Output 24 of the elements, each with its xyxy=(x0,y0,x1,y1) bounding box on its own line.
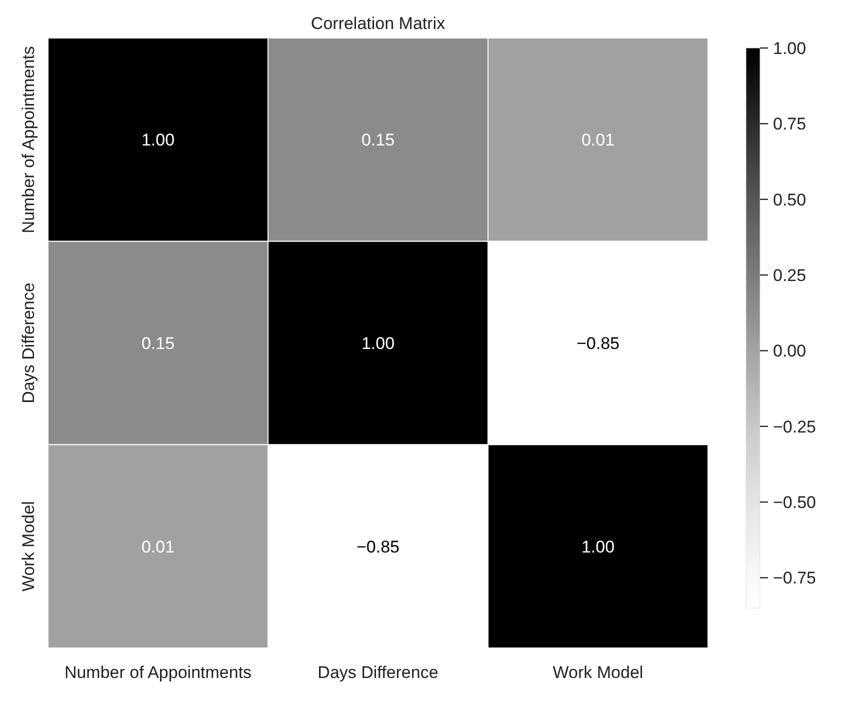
color-bar-label: 0.25 xyxy=(773,266,806,285)
x-tick-label: Days Difference xyxy=(318,663,438,682)
data-label: −0.85 xyxy=(576,334,620,353)
x-tick-label: Number of Appointments xyxy=(64,663,252,682)
color-bar-label: −0.75 xyxy=(773,568,816,588)
data-label: 0.15 xyxy=(361,130,395,150)
color-bar-label: 1.00 xyxy=(773,38,806,58)
color-bar-label: −0.25 xyxy=(773,417,816,436)
color-bar-label: 0.50 xyxy=(773,190,806,210)
data-label: 0.15 xyxy=(141,334,175,353)
y-tick-label: Work Model xyxy=(19,501,38,592)
color-bar-label: −0.50 xyxy=(773,493,816,512)
color-bar-label: 0.75 xyxy=(773,114,806,134)
x-tick-label: Work Model xyxy=(552,663,644,682)
data-label: 0.01 xyxy=(581,130,615,150)
y-tick-label: Number of Appointments xyxy=(19,46,38,234)
chart-title: Correlation Matrix xyxy=(310,14,446,33)
data-label: −0.85 xyxy=(356,537,400,556)
color-bar-label: 0.00 xyxy=(773,342,806,361)
data-label: 1.00 xyxy=(581,537,615,556)
data-label: 0.01 xyxy=(141,537,175,556)
data-label: 1.00 xyxy=(141,130,175,150)
y-tick-label: Days Difference xyxy=(19,282,38,404)
data-label: 1.00 xyxy=(361,334,395,353)
